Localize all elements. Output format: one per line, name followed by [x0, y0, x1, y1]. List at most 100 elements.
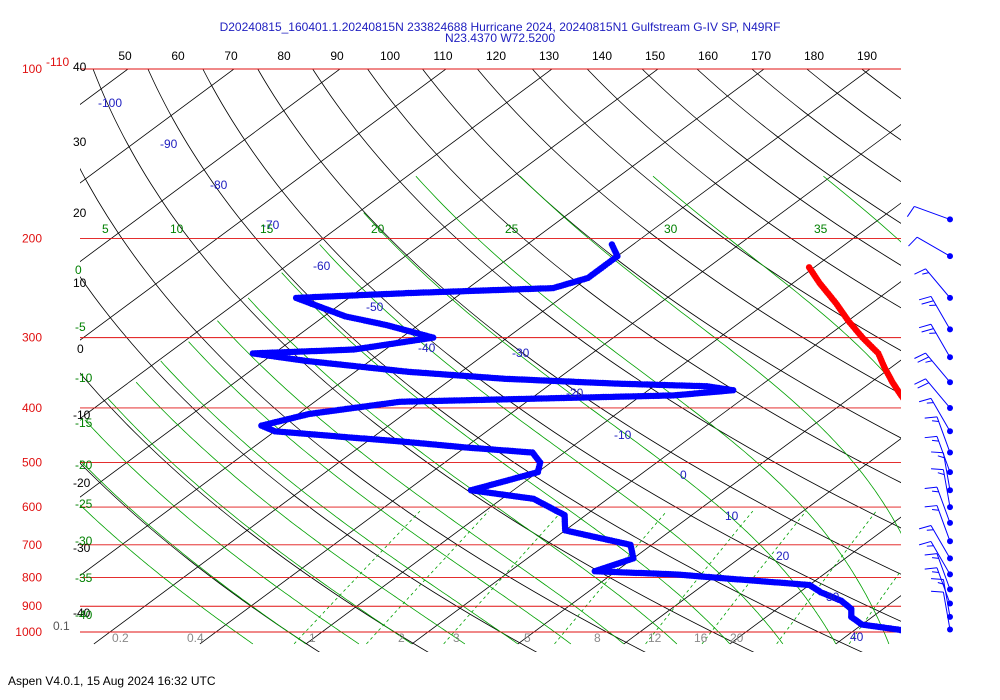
- dewpoint-trace: [249, 241, 910, 634]
- chart-subtitle: N23.4370 W72.5200: [444, 31, 556, 45]
- moist-adiabat-line: [160, 360, 519, 645]
- temperature-trace-point: [977, 599, 983, 605]
- moist-adiabat-line: [80, 460, 307, 645]
- temperature-trace-point: [908, 407, 914, 413]
- profiles: [249, 241, 1000, 634]
- temperature-trace-point: [927, 455, 933, 461]
- chart-title: D20240815_160401.1.20240815N 233824688 H…: [219, 20, 781, 34]
- dewpoint-trace-point: [904, 628, 910, 634]
- isotherm-label: 0: [680, 468, 687, 482]
- temperature-trace-point: [910, 422, 916, 428]
- temperature-trace-point: [975, 555, 981, 561]
- wind-barb-flag: [918, 323, 932, 329]
- wind-barb-flag: [914, 378, 926, 385]
- left-scale-label: -10: [73, 408, 91, 422]
- temperature-trace-point: [923, 445, 929, 451]
- temperature-trace-point: [906, 403, 912, 409]
- pressure-label: 400: [22, 401, 42, 415]
- temperature-trace-point: [980, 609, 986, 615]
- wind-barb-shaft: [936, 567, 951, 604]
- isotherm-label: -30: [512, 346, 530, 360]
- wind-barb: [914, 268, 953, 301]
- temperature-trace: [805, 264, 1000, 626]
- footer-version: Aspen V4.0.1, 15 Aug 2024 16:32 UTC: [8, 674, 216, 688]
- temperature-trace-point: [918, 437, 924, 443]
- dry-adiabat-line: [367, 69, 901, 484]
- left-scale-label: -40: [73, 606, 91, 620]
- isotherm-line: [80, 69, 659, 498]
- left-scale-label: -110: [46, 55, 69, 69]
- top-tick-label: 160: [698, 49, 718, 63]
- dry-adiabat-line: [147, 69, 863, 652]
- wind-barb-shaft: [925, 378, 951, 409]
- temperature-trace-point: [910, 420, 916, 426]
- pressure-label: 300: [22, 331, 42, 345]
- left-green-label: -15: [75, 416, 93, 430]
- temperature-trace-point: [968, 531, 974, 537]
- wind-barb-shaft: [925, 352, 951, 383]
- dry-adiabat-line: [586, 69, 901, 309]
- isotherm-line: [80, 69, 235, 184]
- wind-barb-flag: [937, 455, 945, 459]
- temperature-trace-point: [976, 560, 982, 566]
- dry-adiabat-line: [641, 69, 901, 266]
- temperature-trace-point: [961, 522, 967, 528]
- mixing-ratio-label: 20: [730, 631, 744, 645]
- isotherm-label: -10: [614, 428, 632, 442]
- wind-barb-shaft: [930, 324, 951, 358]
- wind-barb-flag: [931, 590, 944, 593]
- isotherm-line: [623, 438, 901, 645]
- temperature-trace-point: [973, 580, 979, 586]
- top-tick-label: 170: [751, 49, 771, 63]
- wind-barb-shaft: [936, 553, 951, 590]
- temperature-trace-point: [954, 512, 960, 518]
- temperature-trace-point: [977, 564, 983, 570]
- wind-barb-flag: [924, 553, 938, 556]
- wind-barb: [906, 205, 953, 223]
- temperature-trace-point: [983, 615, 989, 621]
- dry-adiabat-line: [751, 69, 901, 183]
- left-green-label: -30: [75, 534, 93, 548]
- temperature-trace-point: [911, 425, 917, 431]
- wind-barb-flag: [918, 540, 932, 546]
- temperature-trace-point: [937, 480, 943, 486]
- isotherm-line: [93, 69, 871, 645]
- moist-adiabat-line: [84, 419, 360, 645]
- wind-barb: [924, 567, 953, 607]
- wind-barb-flag: [931, 468, 944, 471]
- mixing-ratio-label: 12: [648, 631, 662, 645]
- temperature-trace-point: [995, 620, 1000, 626]
- temperature-trace-point: [974, 578, 980, 584]
- temperature-trace-point: [973, 592, 979, 598]
- mixing-ratio-label: 5: [524, 631, 531, 645]
- temperature-trace-point: [909, 418, 915, 424]
- wind-barb-flag: [918, 397, 932, 403]
- dry-adiabat-line: [80, 167, 646, 652]
- temperature-trace-point: [900, 397, 901, 401]
- left-green-label: -25: [75, 497, 93, 511]
- wind-barb-flag: [925, 360, 933, 363]
- moist-adiabat-line: [281, 272, 731, 645]
- temperature-trace-point: [908, 411, 914, 417]
- pressure-label: 200: [22, 231, 42, 245]
- temperature-trace-point: [952, 510, 958, 516]
- temperature-trace-point: [977, 572, 983, 578]
- wind-barb-shaft: [942, 592, 951, 630]
- mixing-ratio-label: 2: [398, 631, 405, 645]
- wind-barb-flag: [921, 328, 934, 333]
- moist-adiabat-label: 5: [102, 222, 109, 236]
- temperature-trace-point: [936, 478, 942, 484]
- dry-adiabat-line: [861, 69, 901, 100]
- temperature-trace-point: [978, 601, 984, 607]
- dry-adiabat-line: [476, 69, 901, 395]
- temperature-trace-point: [921, 441, 927, 447]
- left-scale-label: 20: [73, 206, 87, 220]
- mixing-ratio-line: [915, 511, 1000, 644]
- wind-barb: [918, 397, 953, 435]
- temperature-trace-point: [933, 471, 939, 477]
- wind-barb-flag: [924, 435, 938, 439]
- isotherm-line: [517, 359, 901, 645]
- top-tick-label: 110: [433, 49, 452, 63]
- wind-barb-shaft: [936, 487, 951, 524]
- chart-grid: [80, 69, 1000, 652]
